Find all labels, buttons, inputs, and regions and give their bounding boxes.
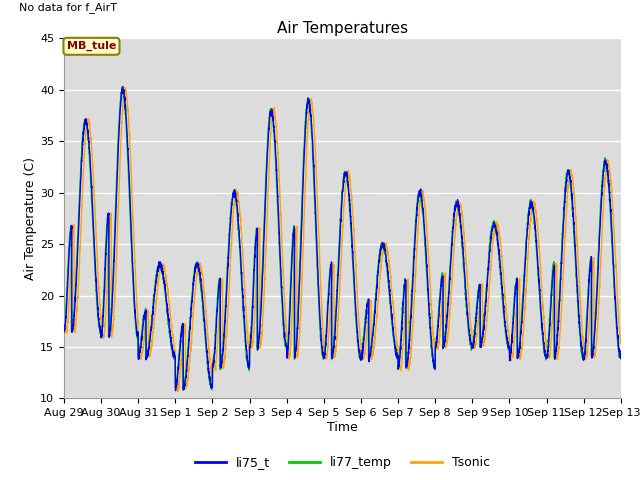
li75_t: [407, 317, 415, 323]
li75_t: [617, 355, 625, 360]
li75_t: [172, 388, 179, 394]
Y-axis label: Air Temperature (C): Air Temperature (C): [24, 157, 37, 280]
Tsonic: [216, 305, 223, 311]
Text: No data for f_AirT: No data for f_AirT: [19, 2, 118, 13]
li77_temp: [119, 84, 127, 89]
li77_temp: [407, 312, 415, 318]
Line: li75_t: li75_t: [64, 87, 621, 391]
li75_t: [118, 84, 126, 90]
Tsonic: [180, 333, 188, 338]
Tsonic: [407, 352, 415, 358]
li77_temp: [179, 387, 187, 393]
Tsonic: [174, 389, 182, 395]
li77_temp: [617, 351, 625, 357]
Tsonic: [121, 85, 129, 91]
Tsonic: [617, 341, 625, 347]
li77_temp: [397, 332, 404, 337]
li77_temp: [564, 168, 572, 174]
li77_temp: [216, 276, 223, 282]
li75_t: [397, 336, 404, 342]
li75_t: [180, 384, 188, 389]
Line: Tsonic: Tsonic: [64, 88, 621, 392]
Tsonic: [564, 180, 572, 186]
Tsonic: [397, 364, 404, 370]
li77_temp: [60, 329, 68, 335]
Tsonic: [617, 340, 625, 346]
li75_t: [617, 354, 625, 360]
Legend: li75_t, li77_temp, Tsonic: li75_t, li77_temp, Tsonic: [189, 452, 495, 474]
li77_temp: [180, 384, 188, 389]
Line: li77_temp: li77_temp: [64, 86, 621, 390]
li75_t: [564, 167, 572, 173]
Tsonic: [60, 317, 68, 323]
Text: MB_tule: MB_tule: [67, 41, 116, 51]
li77_temp: [617, 356, 625, 362]
li75_t: [216, 277, 223, 283]
Title: Air Temperatures: Air Temperatures: [277, 21, 408, 36]
X-axis label: Time: Time: [327, 421, 358, 434]
li75_t: [60, 328, 68, 334]
